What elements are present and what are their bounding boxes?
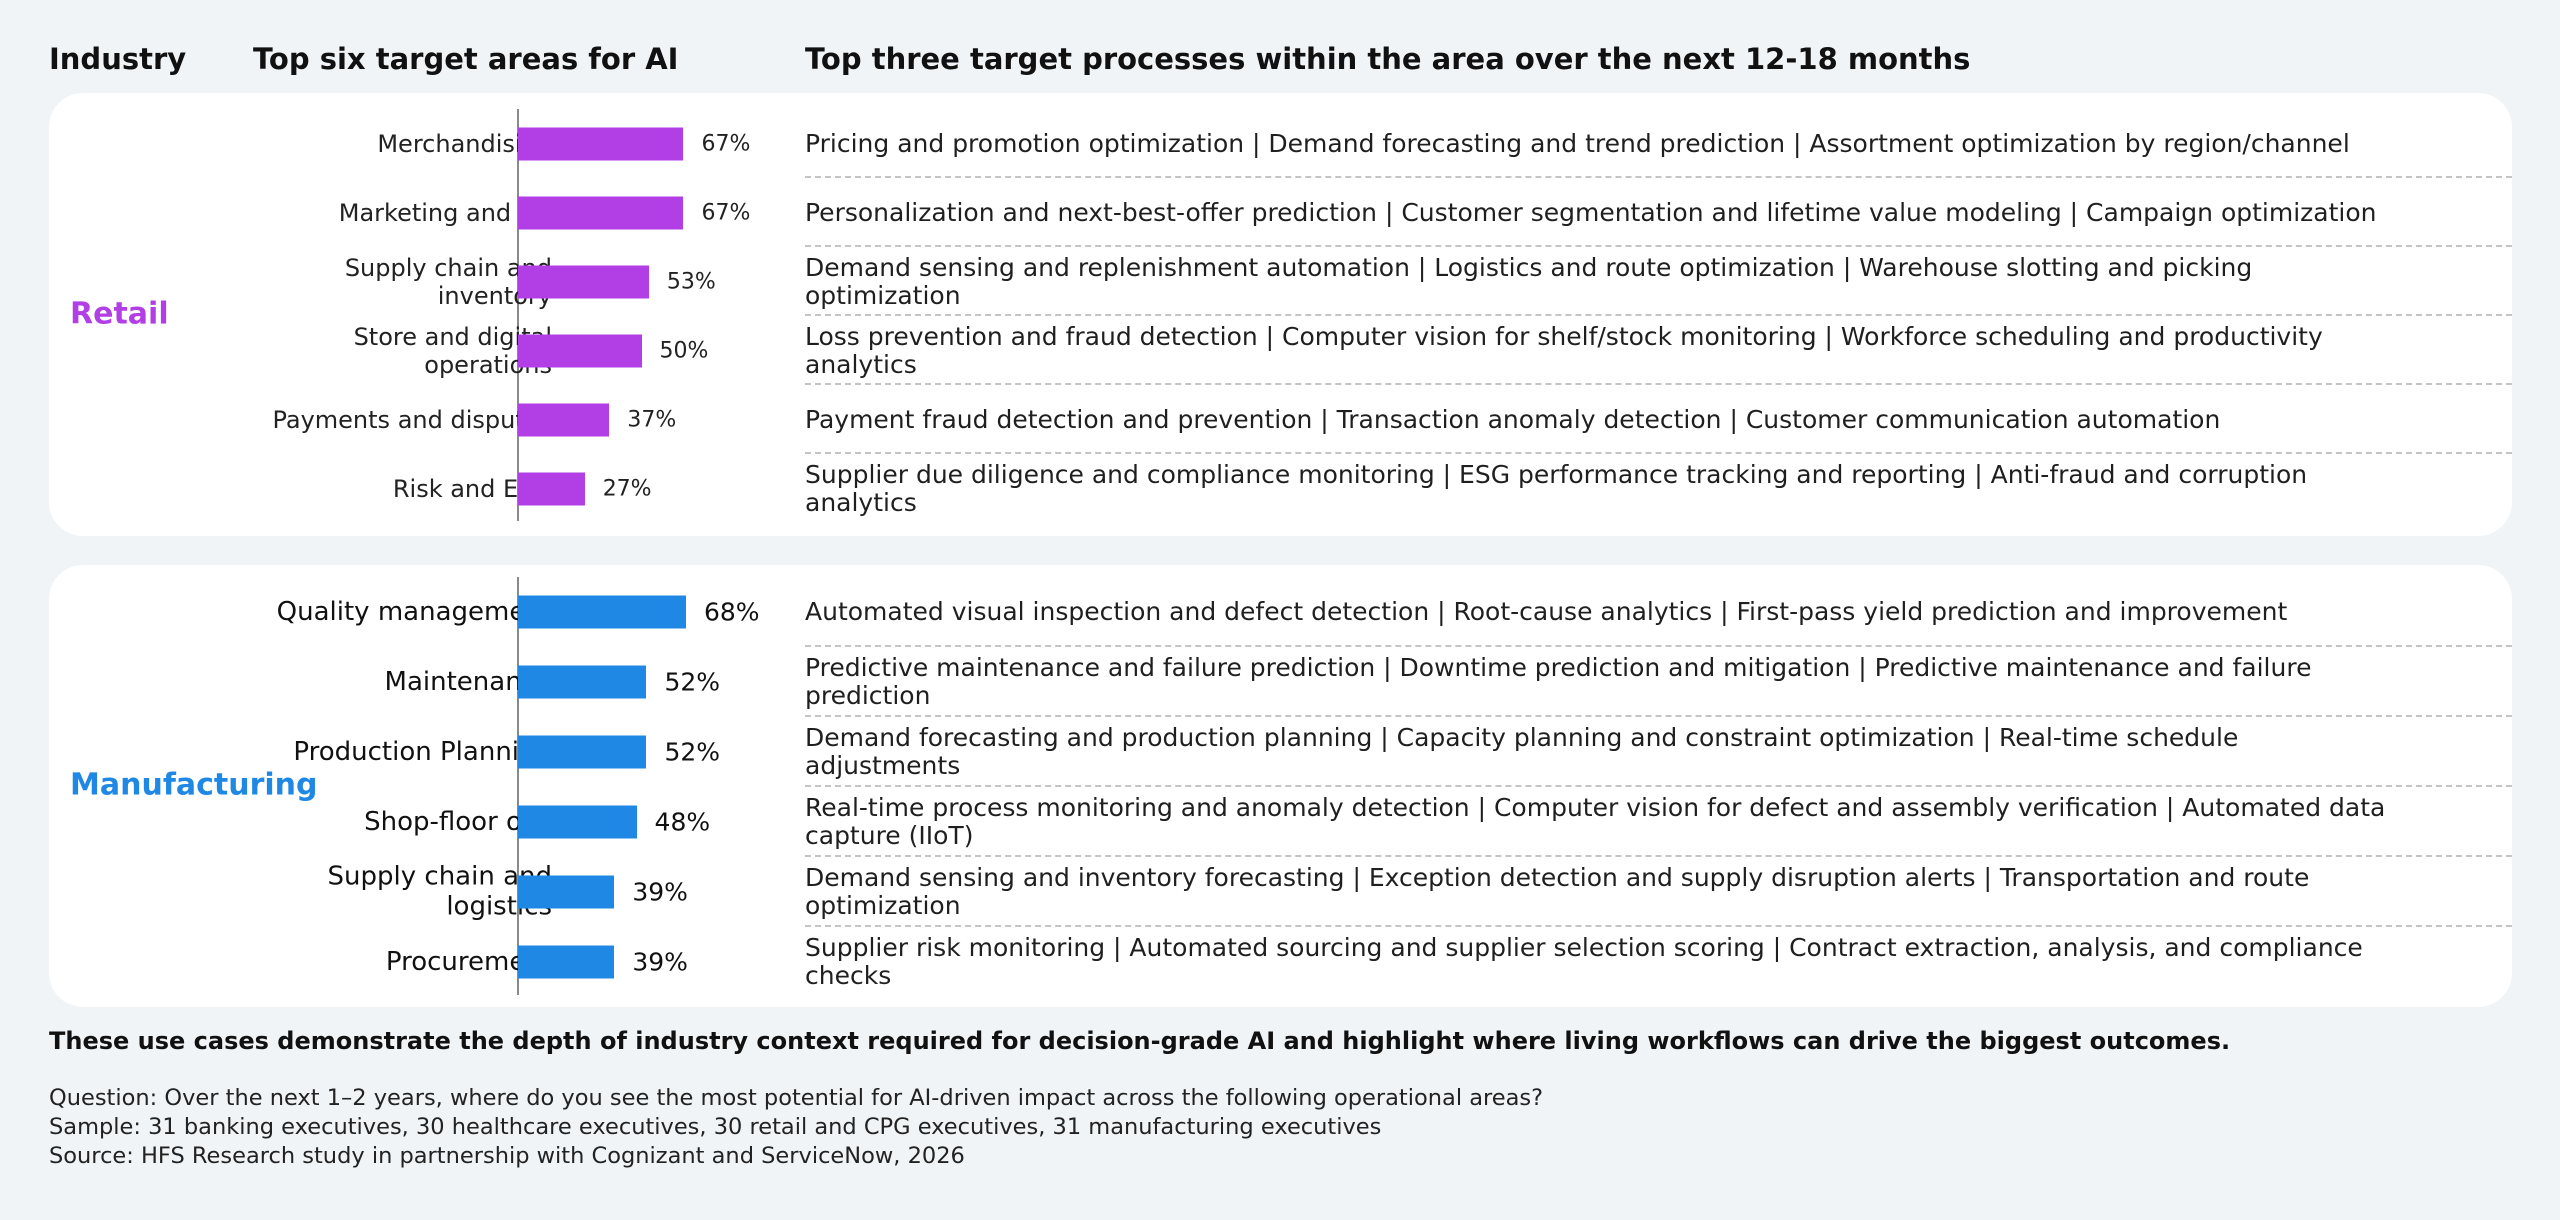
process-text: Payment fraud detection and prevention |… <box>805 404 2221 434</box>
category-label: Marketing and CX <box>338 198 552 227</box>
row-divider <box>805 452 2512 454</box>
bar <box>518 403 610 436</box>
value-label: 50% <box>659 338 709 363</box>
process-text: Personalization and next-best-offer pred… <box>805 197 2377 227</box>
value-label: 48% <box>654 807 711 837</box>
bar <box>518 735 647 769</box>
category-label: Quality management <box>276 596 552 627</box>
manufacturing-axis-line <box>517 577 519 995</box>
row-divider <box>805 645 2512 647</box>
chart-row: Shop-floor ops 48% Real-time process monit… <box>49 787 2512 857</box>
header-target-areas: Top six target areas for AI <box>253 42 679 76</box>
row-divider <box>805 383 2512 385</box>
bar <box>518 945 615 979</box>
sample-note: Sample: 31 banking executives, 30 health… <box>49 1114 1382 1140</box>
bar <box>518 334 642 367</box>
category-label: Maintenance <box>384 666 552 697</box>
category-label: Risk and ESG <box>392 474 552 503</box>
chart-row: Payments and disputes 37% Payment fraud de… <box>49 385 2512 454</box>
process-text: Supplier due diligence and compliance mo… <box>805 459 2308 517</box>
value-label: 52% <box>664 737 721 767</box>
bar <box>518 805 637 839</box>
process-text: Loss prevention and fraud detection | Co… <box>805 321 2323 379</box>
value-label: 67% <box>701 200 751 225</box>
row-divider <box>805 925 2512 927</box>
value-label: 39% <box>632 947 688 977</box>
row-divider <box>805 314 2512 316</box>
process-text: Demand sensing and inventory forecasting… <box>805 862 2310 920</box>
process-text: Supplier risk monitoring | Automated sou… <box>805 932 2363 990</box>
category-label: Merchandising <box>377 129 552 158</box>
chart-row: Supply chain and inventory 53% Demand sens… <box>49 247 2512 316</box>
chart-row: Procurement 39% Supplier risk monitoring |… <box>49 927 2512 997</box>
category-label: Shop-floor ops <box>364 806 552 837</box>
process-text: Automated visual inspection and defect d… <box>805 596 2288 626</box>
process-text: Predictive maintenance and failure predi… <box>805 652 2312 710</box>
category-label: Payments and disputes <box>272 405 552 434</box>
chart-row: Risk and ESG 27% Supplier due diligence an… <box>49 454 2512 523</box>
bar <box>518 196 684 229</box>
question-note: Question: Over the next 1–2 years, where… <box>49 1085 1544 1111</box>
chart-row: Supply chain and logistics 39% Demand sens… <box>49 857 2512 927</box>
chart-row: Maintenance 52% Predictive maintenance and… <box>49 647 2512 717</box>
bar <box>518 472 585 505</box>
process-text: Pricing and promotion optimization | Dem… <box>805 128 2350 158</box>
retail-axis-line <box>517 109 519 521</box>
bar <box>518 127 684 160</box>
chart-row: Merchandising 67% Pricing and promotion op… <box>49 109 2512 178</box>
value-label: 68% <box>703 597 760 627</box>
value-label: 67% <box>701 131 751 156</box>
row-divider <box>805 715 2512 717</box>
row-divider <box>805 176 2512 178</box>
category-label: Production Planning <box>293 736 552 767</box>
chart-row: Store and digital operations 50% Loss prev… <box>49 316 2512 385</box>
row-divider <box>805 785 2512 787</box>
takeaway-text: These use cases demonstrate the depth of… <box>49 1027 2231 1055</box>
value-label: 27% <box>602 476 652 501</box>
bar <box>518 875 615 909</box>
value-label: 39% <box>632 877 688 907</box>
chart-row: Quality management 68% Automated visual in… <box>49 577 2512 647</box>
chart-row: Production Planning 52% Demand forecasting… <box>49 717 2512 787</box>
row-divider <box>805 245 2512 247</box>
category-label: Store and digital operations <box>353 322 552 379</box>
category-label: Procurement <box>385 946 552 977</box>
process-text: Real-time process monitoring and anomaly… <box>805 792 2386 850</box>
value-label: 37% <box>627 407 677 432</box>
value-label: 53% <box>666 269 716 294</box>
industry-label-manufacturing: Manufacturing <box>70 767 318 803</box>
category-label: Supply chain and logistics <box>327 861 552 922</box>
chart-row: Marketing and CX 67% Personalization and n… <box>49 178 2512 247</box>
bar <box>518 265 649 298</box>
industry-label-retail: Retail <box>70 296 169 332</box>
header-industry: Industry <box>49 42 187 76</box>
value-label: 52% <box>664 667 721 697</box>
source-note: Source: HFS Research study in partnershi… <box>49 1143 965 1169</box>
process-text: Demand forecasting and production planni… <box>805 722 2239 780</box>
bar <box>518 665 647 699</box>
process-text: Demand sensing and replenishment automat… <box>805 252 2253 310</box>
header-target-processes: Top three target processes within the ar… <box>805 42 1971 76</box>
bar <box>518 595 686 629</box>
category-label: Supply chain and inventory <box>344 253 552 310</box>
row-divider <box>805 855 2512 857</box>
